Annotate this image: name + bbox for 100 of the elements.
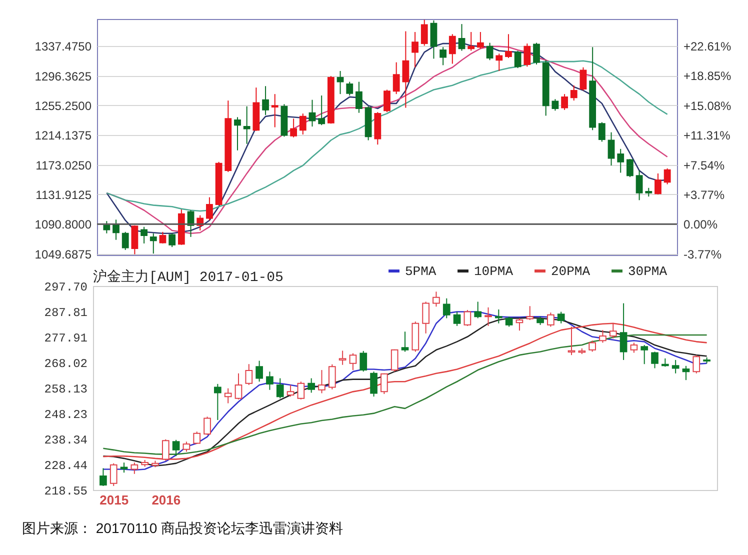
- y2-tick-label: -3.77%: [684, 247, 722, 262]
- candlestick: [299, 113, 306, 135]
- candlestick: [448, 34, 456, 64]
- candlestick: [620, 302, 628, 360]
- y2-tick-label: +7.54%: [684, 158, 725, 172]
- candlestick: [349, 352, 357, 371]
- candlestick: [286, 384, 294, 398]
- y2-tick-label: +15.08%: [684, 98, 732, 113]
- candlestick: [617, 148, 624, 174]
- candlestick: [580, 66, 587, 91]
- candlestick: [505, 34, 512, 58]
- candlestick: [122, 231, 129, 250]
- candlestick: [130, 462, 138, 474]
- candlestick: [360, 350, 368, 372]
- candlestick: [692, 354, 700, 374]
- candlestick: [150, 232, 157, 254]
- candlestick: [401, 331, 409, 352]
- candlestick: [464, 309, 472, 326]
- candlestick: [547, 312, 554, 328]
- candlestick: [672, 359, 680, 374]
- candlestick: [440, 46, 447, 66]
- y-tick-label: 1131.9125: [36, 188, 92, 202]
- candlestick: [308, 378, 316, 394]
- candlestick: [168, 232, 176, 248]
- candlestick: [172, 439, 180, 457]
- candlestick: [422, 301, 430, 334]
- candlestick: [338, 350, 346, 366]
- candlestick: [654, 172, 662, 195]
- candlestick: [664, 168, 671, 185]
- candlestick: [496, 53, 503, 72]
- candlestick: [328, 364, 336, 390]
- candlestick: [599, 330, 606, 344]
- candlestick: [557, 311, 565, 324]
- candlestick: [514, 50, 522, 69]
- legend-label: 10PMA: [474, 264, 514, 279]
- y-tick-label: 277.91: [44, 332, 88, 346]
- candlestick: [234, 116, 241, 151]
- y-tick-label: 1255.2500: [34, 98, 92, 113]
- candlestick: [110, 462, 118, 487]
- y-tick-label: 1090.8000: [34, 218, 92, 232]
- candlestick: [390, 348, 398, 372]
- candlestick: [636, 170, 643, 201]
- candlestick: [651, 351, 658, 369]
- candlestick: [271, 94, 278, 128]
- candlestick: [442, 298, 450, 319]
- y-tick-label: 287.81: [44, 306, 88, 320]
- candlestick: [476, 31, 484, 50]
- candlestick: [392, 62, 400, 95]
- candlestick: [432, 291, 440, 308]
- legend-label: 20PMA: [551, 264, 590, 279]
- candlestick: [224, 388, 232, 404]
- candlestick: [182, 441, 190, 452]
- candlestick: [533, 42, 540, 65]
- candlestick: [468, 31, 475, 52]
- candlestick: [430, 20, 438, 60]
- candlestick: [256, 360, 263, 382]
- candlestick: [588, 340, 596, 352]
- y-tick-label: 1214.1375: [34, 128, 92, 143]
- candlestick: [318, 370, 326, 394]
- candlestick: [193, 431, 201, 444]
- candlestick: [458, 24, 466, 52]
- y-tick-label: 1173.0250: [36, 158, 92, 172]
- candlestick: [204, 416, 211, 436]
- candlestick: [131, 224, 138, 255]
- candlestick: [412, 31, 418, 68]
- candlestick: [640, 344, 648, 365]
- y-tick-label: 258.13: [44, 382, 88, 396]
- y2-tick-label: 0.00%: [684, 218, 718, 232]
- candlestick: [214, 383, 222, 421]
- legend-label: 30PMA: [628, 264, 668, 279]
- candlestick: [682, 365, 690, 381]
- y2-tick-label: +3.77%: [684, 188, 725, 202]
- y2-tick-label: +18.85%: [684, 69, 732, 84]
- candlestick: [290, 118, 298, 138]
- candlestick: [234, 372, 242, 400]
- y-tick-label: 1296.3625: [34, 69, 92, 84]
- candlestick: [384, 89, 390, 113]
- y-tick-label: 228.44: [44, 459, 88, 474]
- candlestick: [608, 132, 615, 166]
- candlestick: [245, 364, 253, 386]
- y-tick-label: 248.23: [44, 408, 88, 422]
- candlestick: [598, 122, 606, 142]
- candlestick: [552, 98, 559, 112]
- candlestick: [630, 342, 638, 354]
- candlestick: [568, 326, 576, 356]
- candlestick: [120, 462, 128, 474]
- candlestick: [526, 306, 534, 321]
- candlestick: [297, 381, 305, 400]
- candlestick: [206, 196, 213, 221]
- candlestick: [524, 43, 531, 68]
- candlestick: [494, 308, 502, 324]
- candlestick: [346, 81, 354, 96]
- y-tick-label: 1337.4750: [34, 40, 92, 54]
- candlestick: [318, 95, 326, 126]
- candlestick: [516, 318, 524, 332]
- candlestick: [570, 84, 578, 102]
- candlestick: [308, 99, 316, 128]
- y-tick-label: 268.02: [44, 356, 88, 371]
- candlestick: [453, 311, 461, 326]
- candlestick: [276, 378, 284, 399]
